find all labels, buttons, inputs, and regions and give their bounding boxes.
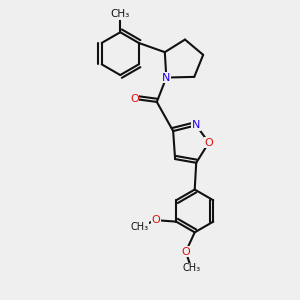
Text: CH₃: CH₃	[182, 263, 200, 273]
Text: N: N	[192, 120, 200, 130]
Text: O: O	[204, 138, 213, 148]
Text: CH₃: CH₃	[130, 222, 149, 232]
Text: O: O	[130, 94, 139, 104]
Text: O: O	[182, 247, 190, 257]
Text: O: O	[152, 215, 160, 225]
Text: CH₃: CH₃	[111, 9, 130, 20]
Text: N: N	[162, 73, 170, 82]
